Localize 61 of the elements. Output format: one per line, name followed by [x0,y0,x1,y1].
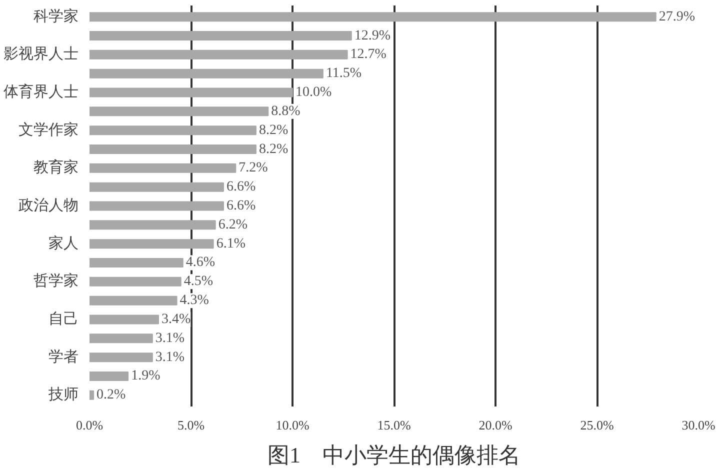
bar [90,334,153,344]
bar [90,314,160,324]
bar [90,258,184,268]
bar [90,106,269,116]
x-tick-label: 20.0% [478,418,512,432]
y-tick-label: 政治人物 [18,197,78,214]
data-label: 12.7% [350,47,387,62]
data-label: 3.4% [162,312,192,327]
bar [90,371,129,381]
data-label: 6.6% [226,180,256,195]
bar [90,220,216,230]
data-label: 4.5% [184,274,214,290]
x-tick-label: 5.0% [177,418,205,432]
bar [90,88,293,98]
bar [90,276,182,286]
bar [90,182,224,192]
data-label: 1.9% [131,368,161,384]
x-tick-label: 10.0% [276,418,310,432]
y-tick-label: 文学作家 [18,121,78,138]
y-tick-label: 技师 [48,386,78,404]
x-tick-label: 30.0% [682,418,716,432]
data-label: 6.1% [216,236,246,252]
data-label: 27.9% [658,9,696,24]
y-tick-label: 影视界人士 [4,46,78,63]
data-label: 4.3% [180,293,210,308]
bar [90,239,214,249]
data-label: 8.2% [258,122,288,138]
data-label: 3.1% [155,350,185,365]
data-label: 10.0% [296,85,332,100]
data-label: 6.6% [226,198,256,214]
data-label: 4.6% [186,255,216,270]
bar [90,126,256,136]
data-label: 0.2% [96,388,126,403]
bar [90,31,352,41]
data-label: 7.2% [238,160,268,176]
bar [90,352,153,362]
data-label: 6.2% [218,217,248,232]
bar [90,144,256,154]
y-tick-label: 哲学家 [34,272,78,290]
text: 图1 中小学生的偶像排名 [268,442,520,468]
data-label: 11.5% [326,66,362,82]
bar [90,390,94,400]
bar [90,201,224,211]
data-label: 12.9% [354,28,391,44]
data-label: 8.8% [271,104,301,119]
y-tick-label: 家人 [48,234,78,252]
x-tick-label: 25.0% [580,418,614,432]
y-tick-label: 自己 [48,310,78,328]
bar [90,50,348,60]
y-tick-label: 教育家 [34,159,78,176]
bar [90,68,324,78]
bar [90,296,178,306]
y-tick-label: 科学家 [34,8,78,25]
data-label: 8.2% [258,142,288,157]
data-label: 3.1% [155,330,185,346]
x-tick-label: 0.0% [76,418,104,432]
bar [90,12,656,22]
y-tick-label: 学者 [48,348,78,366]
x-tick-label: 15.0% [377,418,411,432]
y-tick-label: 体育界人士 [4,84,78,101]
bar [90,163,236,173]
